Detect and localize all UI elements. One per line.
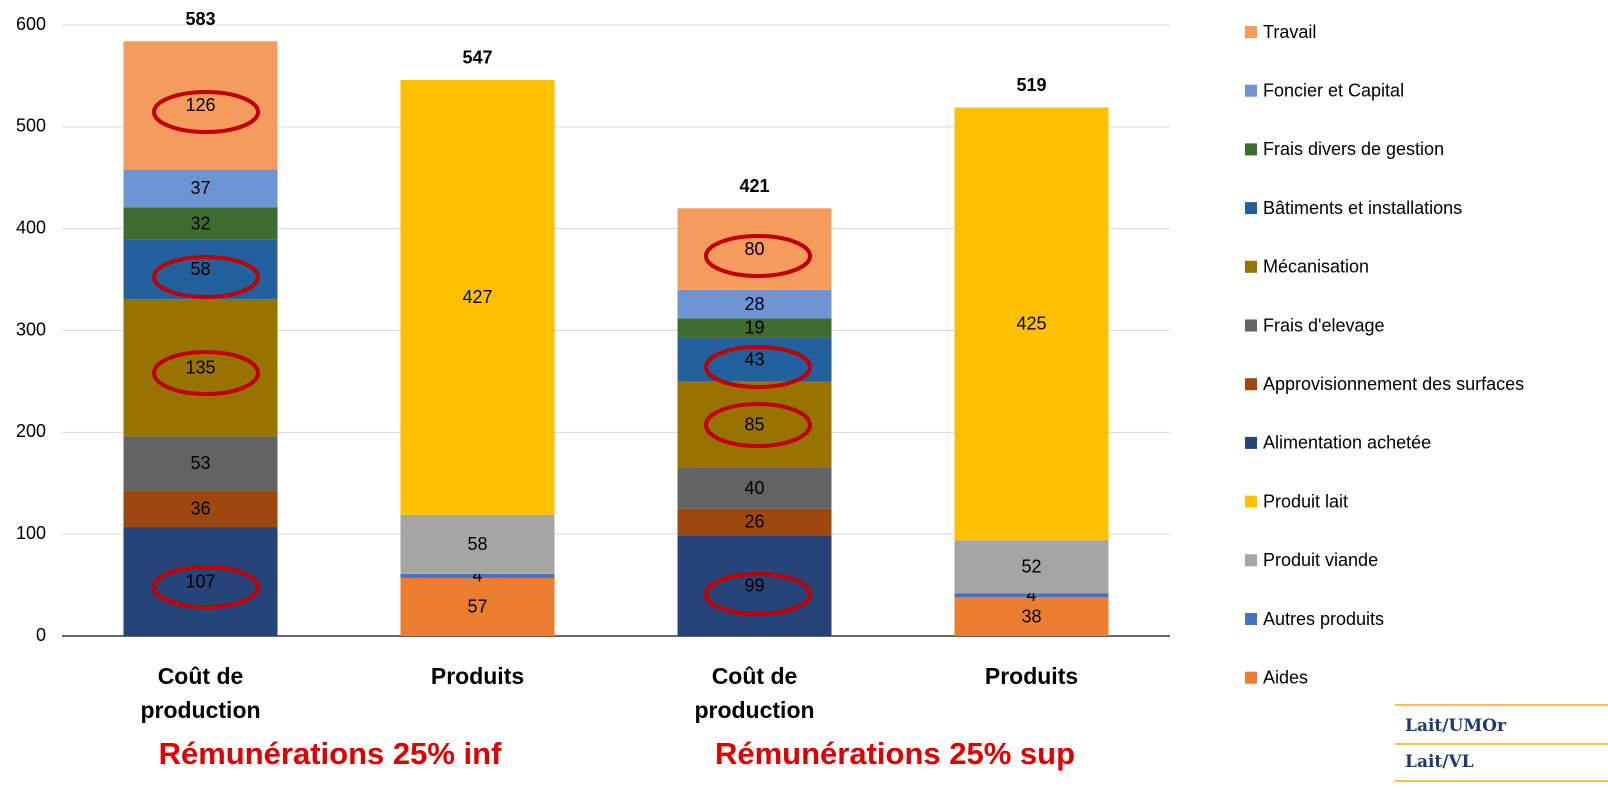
bar-segment [677,289,832,319]
legend-label: Travail [1263,22,1316,42]
legend-label: Bâtiments et installations [1263,198,1462,218]
bar-segment [123,169,278,208]
value-label: 126 [185,95,215,115]
y-tick-label: 400 [16,217,46,237]
bar-segment [400,79,555,515]
bar-segment [954,107,1109,541]
annotation: Rémunérations 25% sup [714,736,1076,771]
total-label: 519 [1016,75,1046,95]
x-tick-label: Produits [984,663,1079,689]
value-label: 99 [744,575,764,595]
x-tick-label: Produits [430,663,525,689]
highlight-ring [152,350,260,396]
legend-swatch [1245,671,1257,684]
legend-swatch [1245,26,1257,38]
value-label: 43 [744,349,764,369]
table-label: Lait/UMOr [1405,716,1506,736]
legend-swatch [1245,84,1257,97]
bar-segment [677,508,832,536]
legend-swatch [1245,378,1257,391]
legend-label: Produit lait [1263,491,1348,511]
legend-label: Mécanisation [1263,257,1369,277]
bar-segment [123,490,278,528]
bar-segment [954,540,1109,594]
bar-segment [954,593,1109,598]
value-label: 57 [467,597,487,617]
legend-label: Aides [1263,667,1308,687]
value-label: 4 [1026,585,1036,605]
legend-swatch [1245,260,1257,273]
value-label: 37 [190,178,210,198]
legend-label: Alimentation achetée [1263,433,1431,453]
highlight-ring [704,572,812,616]
value-label: 28 [744,294,764,314]
highlight-ring [152,90,260,134]
legend-swatch [1245,143,1257,156]
highlight-ring [704,402,812,448]
value-label: 58 [467,534,487,554]
x-tick-label: Coût de production [140,663,261,723]
y-tick-label: 0 [36,625,46,645]
bar-segment [677,318,832,338]
y-tick-label: 500 [16,116,46,136]
value-label: 58 [190,259,210,279]
legend-swatch [1245,436,1257,449]
table-label: Lait/VL [1405,752,1474,772]
value-label: 427 [462,287,492,307]
legend-label: Foncier et Capital [1263,80,1404,100]
y-tick-label: 100 [16,523,46,543]
legend-label: Produit viande [1263,550,1378,570]
bar-segment [400,577,555,636]
bar-segment [400,573,555,578]
bar-segment [954,597,1109,636]
bar-segment [123,298,278,437]
value-label: 40 [744,478,764,498]
value-label: 135 [185,357,215,377]
y-tick-label: 200 [16,421,46,441]
bar-segment [677,381,832,468]
bar-segment [123,436,278,491]
total-label: 421 [739,176,769,196]
y-tick-label: 300 [16,319,46,339]
highlight-ring [704,234,812,278]
value-label: 425 [1016,314,1046,334]
legend-label: Frais divers de gestion [1263,139,1444,159]
value-label: 53 [190,453,210,473]
highlights [152,90,812,616]
bar-segment [123,527,278,636]
legend-swatch [1245,319,1257,332]
value-label: 85 [744,414,764,434]
bar-segment [123,41,278,170]
value-label: 36 [190,498,210,518]
value-label: 80 [744,239,764,259]
x-tick-label: Coût de production [694,663,815,723]
legend-swatch [1245,202,1257,215]
legend-swatch [1245,613,1257,625]
total-label: 547 [462,48,492,68]
value-label: 4 [472,566,482,586]
value-label: 26 [744,512,764,532]
bar-segment [123,207,278,240]
total-label: 583 [185,9,215,29]
legend-label: Approvisionnement des surfaces [1263,374,1524,394]
legend-swatch [1245,495,1257,508]
value-label: 32 [190,213,210,233]
highlight-ring [704,345,812,389]
legend-swatch [1245,554,1257,567]
legend-label: Autres produits [1263,609,1384,629]
value-label: 107 [185,571,215,591]
value-label: 38 [1021,606,1041,626]
highlight-ring [152,565,260,609]
value-label: 19 [744,318,764,338]
legend-label: Frais d'elevage [1263,315,1385,335]
y-tick-label: 600 [16,14,46,34]
value-label: 52 [1021,557,1041,577]
annotation: Rémunérations 25% inf [158,736,502,771]
highlight-ring [152,255,260,299]
bar-segment [400,514,555,574]
bar-segment [677,467,832,509]
